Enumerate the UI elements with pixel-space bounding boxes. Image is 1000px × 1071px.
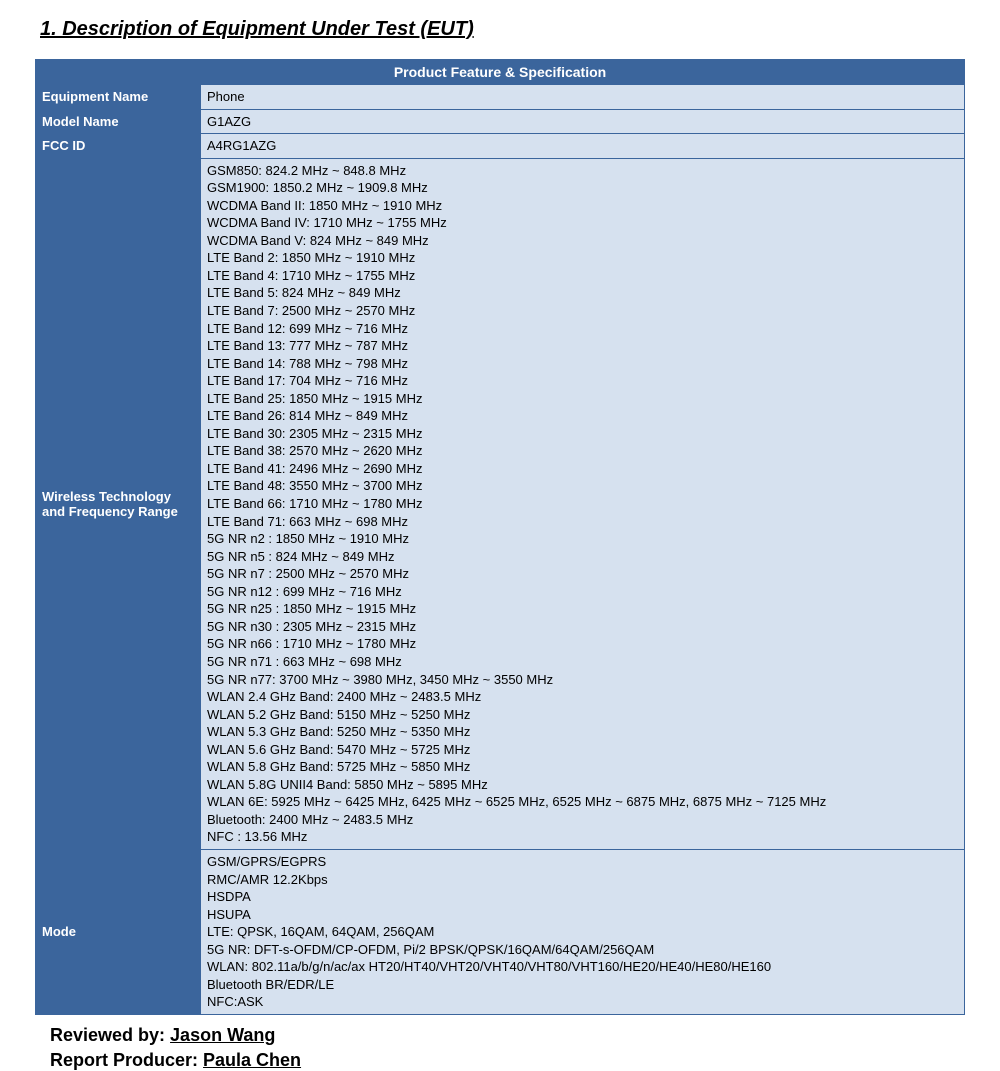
table-row: Equipment Name Phone	[36, 85, 965, 110]
frequency-line: WCDMA Band II: 1850 MHz ~ 1910 MHz	[207, 197, 958, 215]
frequency-line: LTE Band 4: 1710 MHz ~ 1755 MHz	[207, 267, 958, 285]
frequency-line: WLAN 2.4 GHz Band: 2400 MHz ~ 2483.5 MHz	[207, 688, 958, 706]
reviewed-by-name: Jason Wang	[170, 1025, 275, 1045]
fcc-id-value: A4RG1AZG	[201, 134, 965, 159]
frequency-line: 5G NR n30 : 2305 MHz ~ 2315 MHz	[207, 618, 958, 636]
frequency-line: LTE Band 66: 1710 MHz ~ 1780 MHz	[207, 495, 958, 513]
mode-line: RMC/AMR 12.2Kbps	[207, 871, 958, 889]
frequency-line: 5G NR n25 : 1850 MHz ~ 1915 MHz	[207, 600, 958, 618]
table-row: Mode GSM/GPRS/EGPRSRMC/AMR 12.2KbpsHSDPA…	[36, 849, 965, 1014]
frequency-line: 5G NR n2 : 1850 MHz ~ 1910 MHz	[207, 530, 958, 548]
reviewed-by-line: Reviewed by: Jason Wang	[30, 1025, 970, 1046]
frequency-line: 5G NR n5 : 824 MHz ~ 849 MHz	[207, 548, 958, 566]
frequency-line: LTE Band 48: 3550 MHz ~ 3700 MHz	[207, 477, 958, 495]
model-name-value: G1AZG	[201, 109, 965, 134]
report-producer-label: Report Producer:	[50, 1050, 203, 1070]
frequency-line: 5G NR n7 : 2500 MHz ~ 2570 MHz	[207, 565, 958, 583]
frequency-line: WLAN 5.6 GHz Band: 5470 MHz ~ 5725 MHz	[207, 741, 958, 759]
frequency-line: LTE Band 13: 777 MHz ~ 787 MHz	[207, 337, 958, 355]
fcc-id-label: FCC ID	[36, 134, 201, 159]
frequency-line: 5G NR n71 : 663 MHz ~ 698 MHz	[207, 653, 958, 671]
mode-line: 5G NR: DFT-s-OFDM/CP-OFDM, Pi/2 BPSK/QPS…	[207, 941, 958, 959]
mode-line: HSDPA	[207, 888, 958, 906]
table-row: FCC ID A4RG1AZG	[36, 134, 965, 159]
wireless-tech-value: GSM850: 824.2 MHz ~ 848.8 MHzGSM1900: 18…	[201, 158, 965, 849]
wireless-tech-label: Wireless Technology and Frequency Range	[36, 158, 201, 849]
equipment-name-label: Equipment Name	[36, 85, 201, 110]
frequency-line: 5G NR n12 : 699 MHz ~ 716 MHz	[207, 583, 958, 601]
model-name-label: Model Name	[36, 109, 201, 134]
frequency-line: LTE Band 7: 2500 MHz ~ 2570 MHz	[207, 302, 958, 320]
frequency-line: LTE Band 17: 704 MHz ~ 716 MHz	[207, 372, 958, 390]
report-producer-line: Report Producer: Paula Chen	[30, 1050, 970, 1071]
frequency-line: GSM850: 824.2 MHz ~ 848.8 MHz	[207, 162, 958, 180]
frequency-line: WCDMA Band IV: 1710 MHz ~ 1755 MHz	[207, 214, 958, 232]
specification-table: Product Feature & Specification Equipmen…	[35, 59, 965, 1015]
frequency-line: LTE Band 41: 2496 MHz ~ 2690 MHz	[207, 460, 958, 478]
reviewed-by-label: Reviewed by:	[50, 1025, 170, 1045]
mode-label: Mode	[36, 849, 201, 1014]
table-header: Product Feature & Specification	[36, 60, 965, 85]
mode-line: WLAN: 802.11a/b/g/n/ac/ax HT20/HT40/VHT2…	[207, 958, 958, 976]
mode-line: LTE: QPSK, 16QAM, 64QAM, 256QAM	[207, 923, 958, 941]
report-producer-name: Paula Chen	[203, 1050, 301, 1070]
frequency-line: WLAN 5.3 GHz Band: 5250 MHz ~ 5350 MHz	[207, 723, 958, 741]
frequency-line: LTE Band 30: 2305 MHz ~ 2315 MHz	[207, 425, 958, 443]
frequency-line: 5G NR n66 : 1710 MHz ~ 1780 MHz	[207, 635, 958, 653]
frequency-line: LTE Band 12: 699 MHz ~ 716 MHz	[207, 320, 958, 338]
frequency-line: GSM1900: 1850.2 MHz ~ 1909.8 MHz	[207, 179, 958, 197]
frequency-line: LTE Band 71: 663 MHz ~ 698 MHz	[207, 513, 958, 531]
frequency-line: WLAN 5.2 GHz Band: 5150 MHz ~ 5250 MHz	[207, 706, 958, 724]
frequency-line: NFC : 13.56 MHz	[207, 828, 958, 846]
equipment-name-value: Phone	[201, 85, 965, 110]
table-row: Wireless Technology and Frequency Range …	[36, 158, 965, 849]
mode-line: Bluetooth BR/EDR/LE	[207, 976, 958, 994]
mode-line: GSM/GPRS/EGPRS	[207, 853, 958, 871]
mode-line: HSUPA	[207, 906, 958, 924]
table-row: Model Name G1AZG	[36, 109, 965, 134]
frequency-line: WLAN 5.8 GHz Band: 5725 MHz ~ 5850 MHz	[207, 758, 958, 776]
frequency-line: LTE Band 26: 814 MHz ~ 849 MHz	[207, 407, 958, 425]
frequency-line: LTE Band 2: 1850 MHz ~ 1910 MHz	[207, 249, 958, 267]
frequency-line: LTE Band 38: 2570 MHz ~ 2620 MHz	[207, 442, 958, 460]
frequency-line: LTE Band 14: 788 MHz ~ 798 MHz	[207, 355, 958, 373]
frequency-line: WLAN 5.8G UNII4 Band: 5850 MHz ~ 5895 MH…	[207, 776, 958, 794]
frequency-line: WLAN 6E: 5925 MHz ~ 6425 MHz, 6425 MHz ~…	[207, 793, 958, 811]
frequency-line: 5G NR n77: 3700 MHz ~ 3980 MHz, 3450 MHz…	[207, 671, 958, 689]
frequency-line: WCDMA Band V: 824 MHz ~ 849 MHz	[207, 232, 958, 250]
mode-line: NFC:ASK	[207, 993, 958, 1011]
frequency-line: LTE Band 25: 1850 MHz ~ 1915 MHz	[207, 390, 958, 408]
mode-value: GSM/GPRS/EGPRSRMC/AMR 12.2KbpsHSDPAHSUPA…	[201, 849, 965, 1014]
section-title: 1. Description of Equipment Under Test (…	[30, 18, 970, 41]
frequency-line: LTE Band 5: 824 MHz ~ 849 MHz	[207, 284, 958, 302]
frequency-line: Bluetooth: 2400 MHz ~ 2483.5 MHz	[207, 811, 958, 829]
